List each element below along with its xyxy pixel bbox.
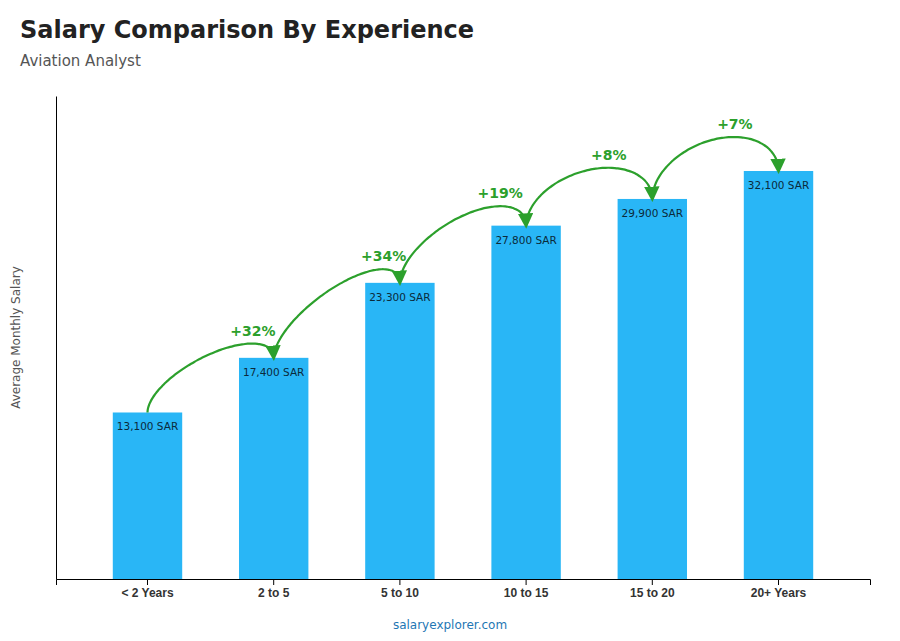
change-arrow xyxy=(147,344,273,413)
x-axis: < 2 Years 2 to 5 5 to 10 10 to 15 15 to 20 20… xyxy=(57,579,871,600)
subtitle: Aviation Analyst xyxy=(20,52,141,70)
labels: +32% +34% +19% +8% +7% 13,100 SAR 17,400 SAR 23… xyxy=(117,116,809,432)
plot: +32% +34% +19% +8% +7% 13,100 SAR 17,400 SAR 23… xyxy=(57,97,871,600)
chart-svg: Salary Comparison By Experience Aviation … xyxy=(0,0,900,641)
change-label: +8% xyxy=(591,147,627,163)
bar xyxy=(113,412,182,579)
x-tick: 20+ Years xyxy=(751,579,807,600)
x-tick: 10 to 15 xyxy=(504,579,549,600)
change-label: +19% xyxy=(477,185,522,201)
x-tick: < 2 Years xyxy=(121,579,173,600)
x-tick: 5 to 10 xyxy=(381,579,419,600)
bar xyxy=(239,358,308,579)
x-tick: 15 to 20 xyxy=(630,579,675,600)
marks xyxy=(113,137,813,579)
x-tick-mark xyxy=(778,579,779,585)
y-axis-title: Average Monthly Salary xyxy=(9,266,23,409)
footer: salaryexplorer.com xyxy=(393,618,507,632)
change-label: +32% xyxy=(230,323,275,339)
x-tick-mark xyxy=(526,579,527,585)
title: Salary Comparison By Experience xyxy=(20,16,474,44)
change-arrow xyxy=(274,269,400,358)
bar xyxy=(744,171,813,579)
value-label: 23,300 SAR xyxy=(369,291,430,303)
value-label: 32,100 SAR xyxy=(748,179,809,191)
change-label: +34% xyxy=(361,248,406,264)
x-tick-mark xyxy=(147,579,148,585)
x-tick-label: 15 to 20 xyxy=(630,586,675,600)
y-axis-line xyxy=(56,97,57,580)
x-tick-label: 10 to 15 xyxy=(504,586,549,600)
chart-container: Salary Comparison By Experience Aviation … xyxy=(0,0,900,641)
x-tick-mark xyxy=(273,579,274,585)
value-label: 29,900 SAR xyxy=(622,207,683,219)
bar xyxy=(618,199,687,579)
x-tick-mark xyxy=(399,579,400,585)
x-tick-label: 20+ Years xyxy=(751,586,807,600)
x-tick-label: < 2 Years xyxy=(121,586,173,600)
value-label: 13,100 SAR xyxy=(117,420,178,432)
x-axis-line xyxy=(57,580,871,586)
bar xyxy=(491,226,560,579)
x-tick: 2 to 5 xyxy=(258,579,290,600)
change-label: +7% xyxy=(717,116,753,132)
x-tick-label: 2 to 5 xyxy=(258,586,290,600)
value-label: 27,800 SAR xyxy=(495,234,556,246)
y-axis xyxy=(56,97,57,580)
bar xyxy=(365,283,434,579)
x-tick-label: 5 to 10 xyxy=(381,586,419,600)
x-tick-mark xyxy=(652,579,653,585)
value-label: 17,400 SAR xyxy=(243,366,304,378)
